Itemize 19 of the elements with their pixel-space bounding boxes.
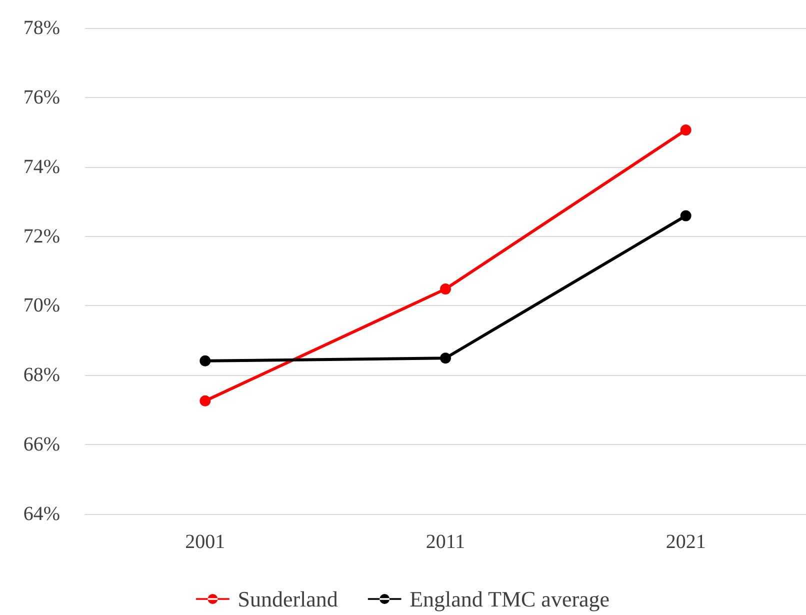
x-tick-label: 2011 — [426, 531, 466, 553]
y-tick-label: 64% — [23, 503, 60, 525]
legend-label: Sunderland — [238, 586, 338, 612]
y-tick-label: 76% — [23, 86, 60, 108]
legend-label: England TMC average — [410, 586, 610, 612]
y-tick-label: 74% — [23, 156, 60, 178]
point — [200, 395, 211, 406]
y-tick-label: 78% — [23, 17, 60, 39]
x-tick-label: 2021 — [666, 531, 706, 553]
x-tick-label: 2001 — [185, 531, 226, 553]
y-tick-label: 68% — [23, 364, 60, 386]
point — [440, 352, 451, 364]
point — [200, 355, 211, 366]
y-tick-label: 72% — [23, 225, 60, 248]
point — [440, 284, 451, 295]
y-tick-label: 66% — [23, 434, 60, 456]
point — [680, 210, 692, 222]
point — [680, 124, 692, 136]
y-tick-label: 70% — [23, 294, 60, 317]
